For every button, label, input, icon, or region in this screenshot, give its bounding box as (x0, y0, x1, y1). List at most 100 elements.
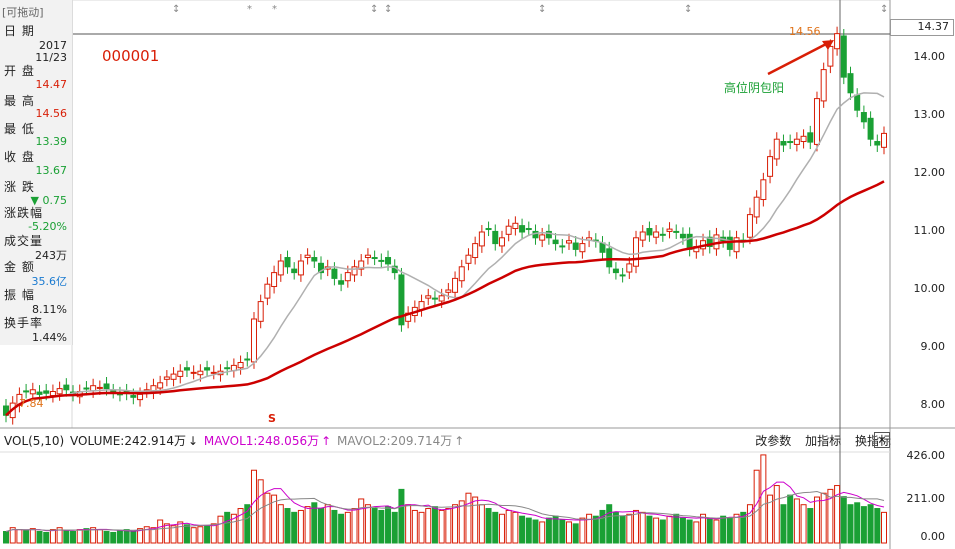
price-tick-label: 12.00 (913, 166, 946, 179)
volume-bar (284, 508, 291, 544)
volume-bar (438, 509, 445, 544)
candle-body (653, 231, 660, 238)
candle-body (519, 225, 526, 233)
volume-bar (860, 506, 867, 544)
price-tick-label: 14.00 (913, 50, 946, 63)
annotation-arrowhead (822, 40, 834, 50)
volume-bar (565, 521, 572, 544)
volume-bar (76, 529, 83, 544)
price-panel-frame (71, 0, 891, 429)
volume-bar (465, 492, 472, 544)
candle-body (452, 277, 459, 293)
candle-body (746, 214, 753, 238)
volume-bar (237, 508, 244, 544)
candle-body (606, 248, 613, 268)
candle-body (224, 367, 231, 370)
high-price-label: 14.56 (789, 25, 821, 38)
candle-body (820, 69, 827, 102)
candle-body (860, 112, 867, 123)
volume-bar (63, 530, 70, 544)
candle-body (478, 231, 485, 247)
volume-bar (552, 515, 559, 544)
volume-bar (150, 527, 157, 544)
volume-bar (431, 506, 438, 544)
candle-body (619, 274, 626, 277)
volume-bar (840, 496, 847, 544)
volume-bar (639, 511, 646, 544)
volume-bar (331, 509, 338, 544)
volume-bar (358, 498, 365, 544)
field-value: 14.56 (35, 107, 68, 120)
volume-bar (773, 485, 780, 544)
volume-bar (505, 509, 512, 544)
add-indicator-button[interactable]: 加指标 (805, 434, 842, 448)
mavol2-value: MAVOL2:209.714万 (336, 434, 453, 448)
candle-body (639, 231, 646, 241)
candle-body (445, 289, 452, 293)
volume-bar (271, 494, 278, 544)
volume-bar (746, 504, 753, 544)
volume-bar (344, 511, 351, 544)
change-indicator-button[interactable]: 换指标 (854, 434, 891, 448)
volume-bar (646, 515, 653, 544)
price-tick-label: 10.00 (913, 282, 946, 295)
candle-body (250, 318, 257, 363)
volume-bar (116, 530, 123, 544)
volume-bar (204, 525, 211, 544)
candle-body (177, 370, 184, 377)
event-marker: ↕ (370, 4, 378, 15)
close-icon[interactable]: × (874, 432, 890, 448)
candle-body (304, 254, 311, 259)
quote-sidebar[interactable]: [可拖动] 日 期 2017 11/23 开 盘 14.47 最 高 14.56 最 低 13… (0, 0, 73, 345)
volume-bar (364, 504, 371, 544)
annotation-text: 高位阴包阳 (724, 81, 785, 95)
ma-long-line (5, 180, 885, 417)
candle-body (244, 358, 251, 361)
volume-bar (813, 496, 820, 544)
volume-bar (183, 524, 190, 544)
volume-bar (800, 504, 807, 544)
candle-body (834, 33, 841, 50)
candle-body (498, 237, 505, 247)
volume-bar (143, 526, 150, 544)
volume-bar (70, 531, 77, 544)
volume-bar (633, 509, 640, 544)
event-marker: ↕ (172, 4, 180, 15)
candle-body (378, 259, 385, 262)
candle-body (351, 266, 358, 276)
mavol2-line (5, 490, 885, 532)
candle-body (83, 387, 90, 390)
volume-bar (217, 515, 224, 544)
volume-bar (525, 517, 532, 544)
candle-body (867, 117, 874, 140)
volume-bar (512, 511, 519, 544)
volume-bar (291, 511, 298, 544)
volume-bar (700, 513, 707, 544)
candle-body (753, 196, 760, 218)
drag-label[interactable]: [可拖动] (2, 6, 44, 19)
volume-bar (96, 529, 103, 544)
volume-bar (834, 485, 841, 544)
volume-bar (90, 527, 97, 544)
candle-body (438, 295, 445, 302)
volume-bar (847, 504, 854, 544)
volume-bar (458, 500, 465, 544)
price-tick-label: 8.00 (920, 398, 946, 411)
volume-tick-label: 211.00 (906, 492, 946, 505)
mavol1-value: MAVOL1:248.056万 (203, 434, 320, 448)
volume-bar (43, 531, 50, 544)
candle-body (277, 260, 284, 276)
volume-bar (177, 521, 184, 544)
volume-bar (820, 492, 827, 544)
candle-body (291, 268, 298, 274)
edit-params-button[interactable]: 改参数 (755, 434, 792, 448)
field-value: 13.39 (35, 135, 68, 148)
ma-short-line (5, 92, 885, 416)
volume-bar (793, 498, 800, 544)
volume-bar (244, 504, 251, 544)
volume-bar (16, 529, 23, 544)
volume-bar (485, 508, 492, 544)
candle-body (706, 236, 713, 248)
volume-bar (586, 513, 593, 544)
